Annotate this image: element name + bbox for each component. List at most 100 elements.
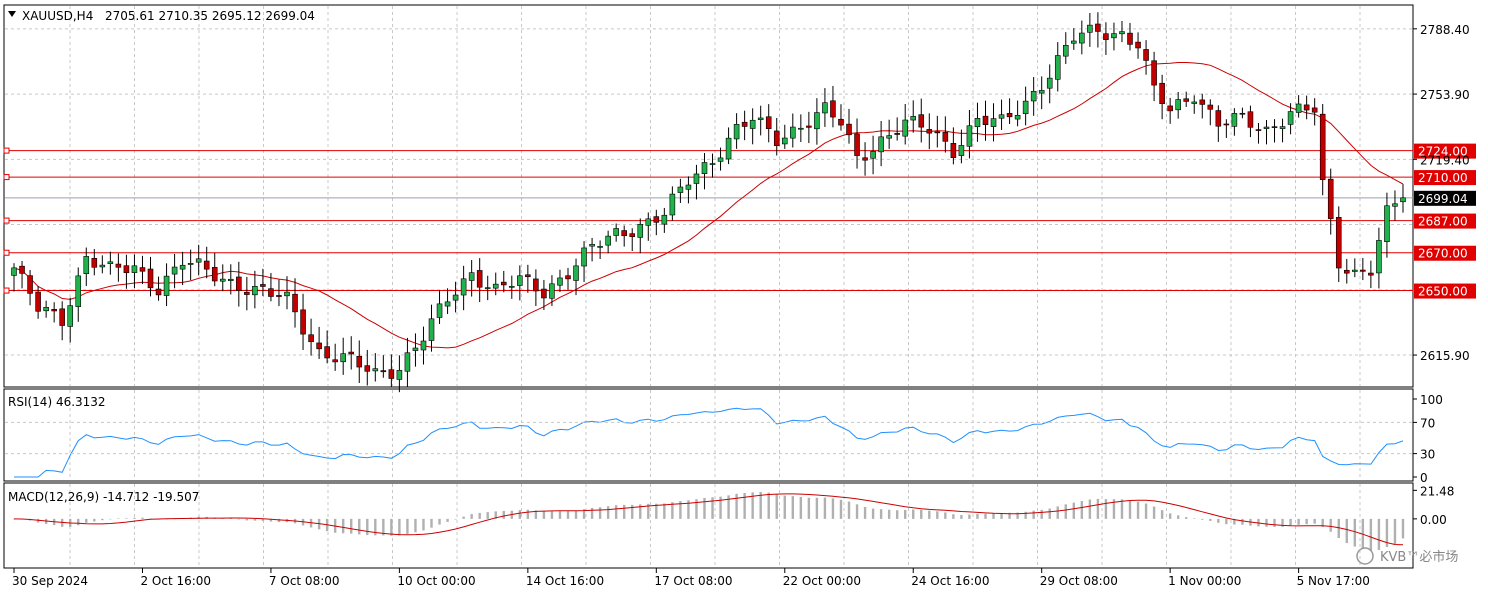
candle[interactable] (99, 255, 106, 274)
candle[interactable] (533, 269, 539, 307)
candle[interactable] (11, 263, 17, 292)
candle[interactable] (1279, 118, 1286, 143)
candle[interactable] (741, 110, 748, 141)
candle[interactable] (645, 212, 652, 241)
candle[interactable] (1360, 257, 1366, 281)
candle[interactable] (1392, 190, 1398, 221)
candle[interactable] (444, 288, 451, 315)
candle[interactable] (1079, 20, 1085, 55)
candle[interactable] (1054, 42, 1061, 92)
candle[interactable] (252, 270, 258, 309)
candle[interactable] (380, 355, 387, 378)
candle[interactable] (974, 102, 981, 142)
candle[interactable] (1335, 206, 1342, 283)
candle[interactable] (517, 265, 523, 301)
candle[interactable] (926, 113, 933, 150)
candle[interactable] (573, 258, 579, 296)
candle[interactable] (1215, 105, 1222, 142)
candle[interactable] (653, 209, 660, 236)
candle[interactable] (420, 326, 427, 365)
candle[interactable] (1062, 32, 1069, 64)
candle[interactable] (557, 269, 563, 293)
candle[interactable] (838, 104, 844, 131)
candle[interactable] (219, 264, 226, 292)
candle[interactable] (942, 116, 949, 153)
candle[interactable] (1311, 98, 1318, 126)
dropdown-triangle-icon[interactable] (8, 11, 16, 17)
candle[interactable] (203, 246, 210, 279)
candle[interactable] (733, 113, 740, 149)
candle[interactable] (43, 300, 49, 318)
candle[interactable] (790, 113, 796, 148)
candle[interactable] (428, 304, 435, 352)
candle[interactable] (1175, 91, 1181, 119)
candle[interactable] (1159, 74, 1165, 120)
candle[interactable] (717, 147, 724, 171)
candle[interactable] (765, 104, 772, 143)
candle[interactable] (83, 247, 90, 287)
candle[interactable] (725, 127, 732, 165)
candle[interactable] (902, 103, 908, 145)
candle[interactable] (1231, 108, 1238, 136)
candle[interactable] (757, 105, 764, 136)
candle[interactable] (1199, 93, 1206, 119)
candle[interactable] (701, 152, 708, 190)
candle[interactable] (211, 252, 218, 287)
candle[interactable] (268, 272, 274, 302)
candle[interactable] (1287, 103, 1294, 135)
candle[interactable] (1239, 107, 1246, 119)
candle[interactable] (918, 98, 925, 143)
candle[interactable] (549, 275, 555, 306)
candle[interactable] (693, 164, 700, 200)
candle[interactable] (1095, 12, 1101, 48)
candle[interactable] (886, 119, 892, 149)
candle[interactable] (1087, 13, 1093, 47)
candle[interactable] (621, 225, 627, 247)
candle[interactable] (637, 218, 644, 254)
candle[interactable] (27, 269, 33, 306)
candle[interactable] (1022, 86, 1029, 126)
candle[interactable] (830, 85, 836, 128)
candle[interactable] (284, 276, 290, 310)
candle[interactable] (396, 355, 403, 393)
candle[interactable] (19, 260, 25, 289)
candle[interactable] (661, 207, 668, 233)
candle[interactable] (966, 109, 973, 159)
candle[interactable] (1223, 119, 1230, 138)
candle[interactable] (814, 98, 820, 145)
candle[interactable] (1263, 120, 1270, 145)
candle[interactable] (1119, 21, 1125, 43)
candle[interactable] (75, 267, 82, 322)
level-2710.00[interactable]: 2710.00 (3, 170, 1476, 186)
candle[interactable] (806, 111, 812, 144)
level-2670.00[interactable]: 2670.00 (3, 245, 1476, 261)
candle[interactable] (846, 108, 852, 144)
candle[interactable] (541, 279, 547, 310)
candle[interactable] (1384, 192, 1390, 258)
candle[interactable] (1319, 104, 1326, 196)
candle[interactable] (1006, 98, 1013, 125)
candle[interactable] (1038, 76, 1045, 110)
candle[interactable] (1046, 64, 1053, 104)
candle[interactable] (862, 142, 868, 176)
candle[interactable] (131, 254, 138, 289)
candle[interactable] (1143, 40, 1149, 75)
level-2687.00[interactable]: 2687.00 (3, 213, 1476, 229)
candle[interactable] (854, 118, 860, 169)
candle[interactable] (91, 249, 98, 276)
candle[interactable] (187, 249, 194, 281)
candle[interactable] (565, 267, 571, 291)
candle[interactable] (1255, 123, 1262, 144)
candle[interactable] (509, 275, 515, 299)
candle[interactable] (67, 297, 74, 343)
candle[interactable] (1303, 95, 1310, 120)
candle[interactable] (998, 99, 1005, 130)
candle[interactable] (492, 272, 499, 296)
candle[interactable] (460, 265, 467, 311)
candle[interactable] (773, 117, 780, 156)
candle[interactable] (436, 289, 443, 324)
candle[interactable] (404, 337, 411, 387)
candle[interactable] (364, 349, 371, 386)
candle[interactable] (452, 281, 459, 313)
candle[interactable] (1127, 22, 1133, 51)
